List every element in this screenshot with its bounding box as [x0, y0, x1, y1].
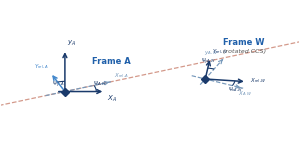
Text: $\Psi_{A,W}$: $\Psi_{A,W}$	[93, 80, 107, 88]
Text: $\Psi_{xA,W}$: $\Psi_{xA,W}$	[228, 85, 243, 94]
Text: $y_{A,W}$: $y_{A,W}$	[205, 50, 218, 57]
Text: $X_{rel,A}$: $X_{rel,A}$	[114, 72, 129, 80]
Text: $\Psi_{y,A}$: $\Psi_{y,A}$	[52, 79, 65, 90]
Text: Frame A: Frame A	[92, 57, 130, 66]
Text: $X_{rel,W}$: $X_{rel,W}$	[250, 76, 267, 85]
Text: $y_A$: $y_A$	[67, 39, 76, 48]
Text: $X_{A,W}$: $X_{A,W}$	[238, 90, 253, 98]
Text: $X_A$: $X_A$	[107, 93, 117, 104]
Text: $Y_{rel,A}$: $Y_{rel,A}$	[34, 63, 49, 71]
Text: Frame W: Frame W	[223, 39, 265, 48]
Text: $Y_{rel,W}$: $Y_{rel,W}$	[212, 48, 228, 56]
Text: $\Psi_{yA,W}$: $\Psi_{yA,W}$	[201, 56, 216, 67]
Text: (rotated CCS): (rotated CCS)	[223, 49, 266, 54]
